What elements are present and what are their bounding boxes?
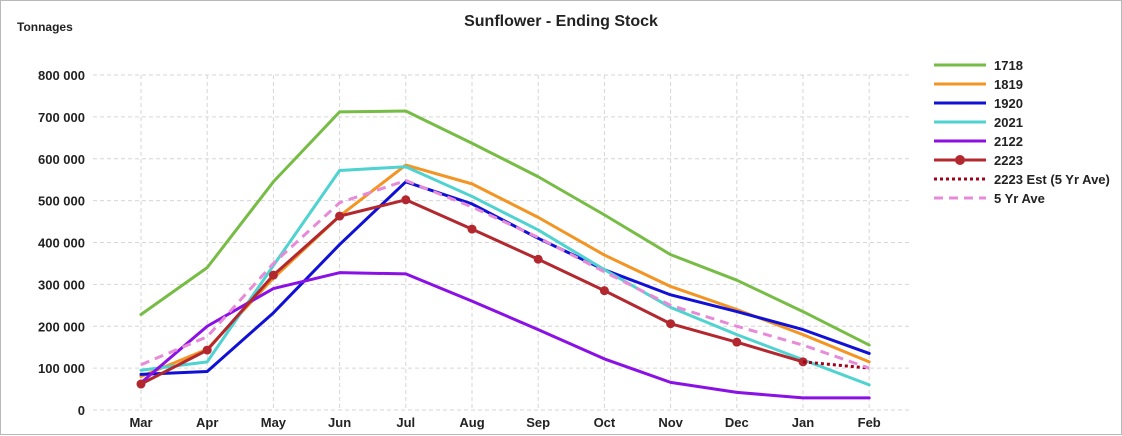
- data-point-2223: [467, 224, 477, 234]
- legend-item-2223: 2223: [934, 153, 1023, 168]
- y-tick-label: 700 000: [38, 110, 85, 125]
- series-line-2223-est-5-yr-ave: [802, 360, 870, 370]
- x-tick-label: Jun: [328, 415, 351, 430]
- x-tick-label: Sep: [526, 415, 550, 430]
- x-tick-label: Jul: [396, 415, 415, 430]
- chart-title: Sunflower - Ending Stock: [464, 13, 658, 30]
- legend-marker: [955, 155, 965, 165]
- series-lines: [136, 109, 871, 400]
- series-line-2021: [139, 165, 871, 387]
- y-tick-label: 300 000: [38, 277, 85, 292]
- x-tick-label: Nov: [658, 415, 683, 430]
- y-axis-label: Tonnages: [17, 20, 73, 34]
- legend-label: 2122: [994, 134, 1023, 149]
- legend-item-2122: 2122: [934, 134, 1023, 149]
- x-axis-ticks: Mar Apr May Jun Jul Aug Sep Oct Nov Dec Jan Feb: [129, 415, 880, 430]
- legend-item-1718: 1718: [934, 58, 1023, 73]
- legend-label: 1920: [994, 96, 1023, 111]
- y-tick-label: 800 000: [38, 68, 85, 83]
- y-tick-label: 0: [78, 403, 85, 418]
- data-point-2223: [732, 337, 742, 347]
- x-tick-label: Aug: [459, 415, 484, 430]
- x-tick-label: May: [261, 415, 287, 430]
- data-point-2223: [401, 195, 411, 205]
- data-point-2223: [268, 270, 278, 280]
- y-tick-label: 500 000: [38, 194, 85, 209]
- data-point-2223: [599, 286, 609, 296]
- legend-item-2223-est-5-yr-ave: 2223 Est (5 Yr Ave): [934, 172, 1110, 187]
- legend-label: 2223: [994, 153, 1023, 168]
- series-line-5-yr-ave: [140, 179, 870, 370]
- legend-label: 1718: [994, 58, 1023, 73]
- y-tick-label: 200 000: [38, 319, 85, 334]
- legend-label: 5 Yr Ave: [994, 191, 1045, 206]
- y-tick-label: 100 000: [38, 361, 85, 376]
- data-point-2223: [533, 254, 543, 264]
- legend-label: 1819: [994, 77, 1023, 92]
- legend-label: 2223 Est (5 Yr Ave): [994, 172, 1110, 187]
- x-tick-label: Oct: [594, 415, 616, 430]
- data-point-2223: [666, 319, 676, 329]
- series-line-2122: [139, 271, 871, 400]
- data-point-2223: [335, 211, 345, 221]
- data-point-2223: [202, 345, 212, 355]
- series-line-1718: [139, 109, 871, 347]
- x-tick-label: Mar: [129, 415, 152, 430]
- x-tick-label: Jan: [792, 415, 814, 430]
- legend-item-1819: 1819: [934, 77, 1023, 92]
- legend-label: 2021: [994, 115, 1023, 130]
- legend-item-1920: 1920: [934, 96, 1023, 111]
- legend-item-2021: 2021: [934, 115, 1023, 130]
- y-tick-label: 400 000: [38, 236, 85, 251]
- x-tick-label: Dec: [725, 415, 749, 430]
- legend-item-5-yr-ave: 5 Yr Ave: [934, 191, 1045, 206]
- x-tick-label: Feb: [858, 415, 881, 430]
- y-tick-label: 600 000: [38, 152, 85, 167]
- data-point-2223: [136, 379, 146, 389]
- x-tick-label: Apr: [196, 415, 218, 430]
- y-axis-ticks: 0 100 000 200 000 300 000 400 000 500 000 600 …: [38, 68, 85, 418]
- legend: 1718 1819 1920 2021 2122 2223 2223 Est (5 Yr A…: [934, 58, 1110, 206]
